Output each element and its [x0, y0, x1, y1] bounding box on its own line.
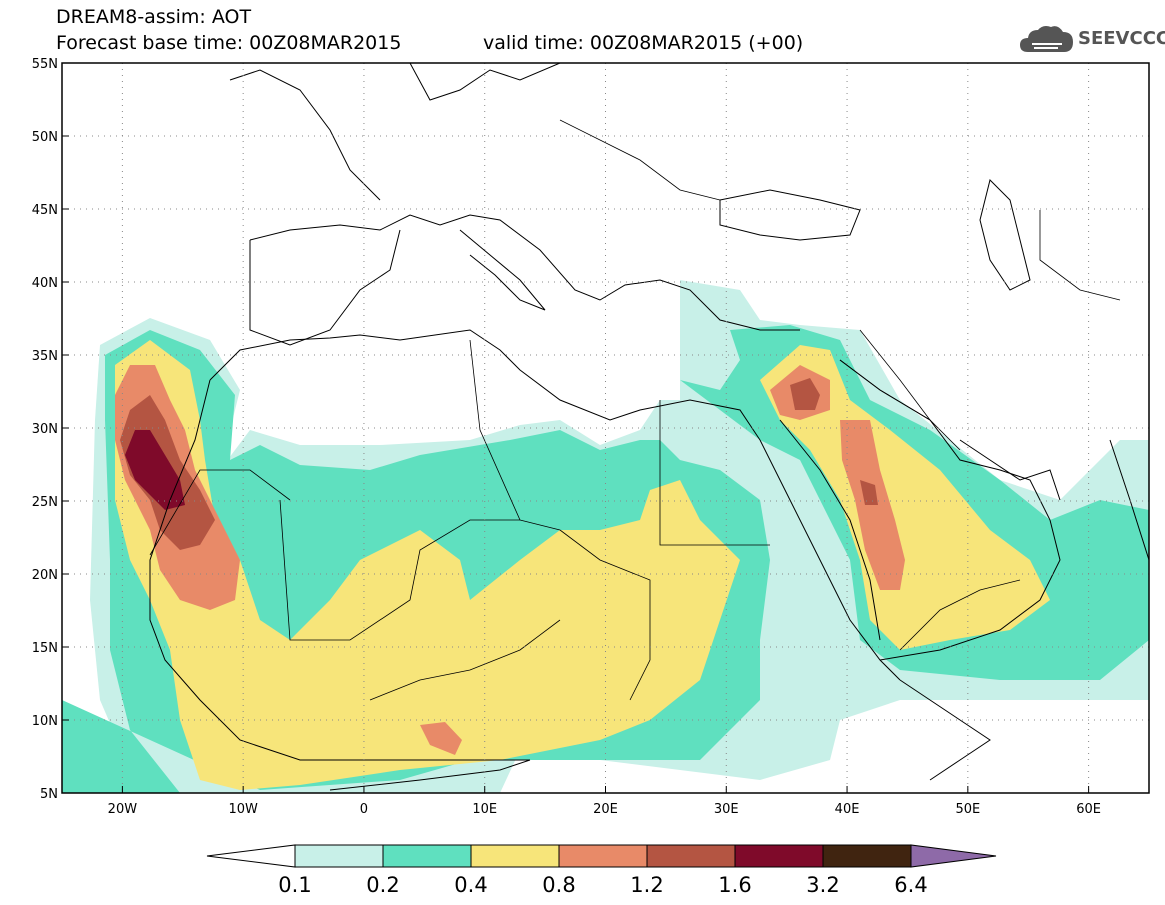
lat-ticks: 55N 50N 45N 40N 35N 30N 25N 20N 15N 10N 5N — [32, 57, 69, 802]
coastline-northwest-europe — [229, 69, 381, 201]
border-mali-mauritania — [279, 499, 561, 641]
coastline-scandinavia — [409, 63, 561, 101]
colorbar-swatch — [558, 844, 648, 868]
border-algeria-libya — [469, 339, 521, 521]
colorbar — [206, 844, 997, 868]
lon-tick-label: 0 — [360, 802, 368, 817]
border-kazakhstan — [1039, 210, 1121, 301]
colorbar-swatch — [734, 844, 824, 868]
lon-tick-label: 30E — [714, 802, 739, 817]
colorbar-level-label: 1.6 — [718, 873, 752, 897]
colorbar-swatch — [382, 844, 472, 868]
aot-contours — [62, 280, 1149, 793]
logo-text: SEEVCCC — [1078, 28, 1165, 49]
lat-tick-label: 20N — [32, 568, 58, 583]
coastline-north-africa — [209, 329, 761, 441]
colorbar-under-triangle — [206, 844, 296, 868]
colorbar-level-label: 1.2 — [630, 873, 664, 897]
colorbar-swatch — [646, 844, 736, 868]
border-saudi-jordan — [839, 359, 961, 451]
borders — [149, 119, 1121, 701]
coastline-black-sea — [719, 189, 861, 241]
aot-band-1.2 — [120, 378, 878, 550]
colorbar-level-label: 0.8 — [542, 873, 576, 897]
lon-tick-label: 40E — [835, 802, 860, 817]
lon-tick-label: 60E — [1076, 802, 1101, 817]
aot-band-0.8 — [115, 365, 905, 755]
map-title: DREAM8-assim: AOT — [56, 6, 252, 28]
lon-tick-label: 10W — [228, 802, 258, 817]
colorbar-swatch — [470, 844, 560, 868]
border-niger-nigeria — [369, 619, 561, 701]
coastline-red-sea — [759, 419, 901, 681]
lat-tick-label: 55N — [32, 57, 58, 72]
lat-tick-label: 25N — [32, 495, 58, 510]
colorbar-over-triangle — [910, 844, 997, 868]
lat-tick-label: 30N — [32, 422, 58, 437]
border-iran-iraq — [859, 329, 931, 421]
lat-tick-label: 40N — [32, 276, 58, 291]
border-sahara-west — [149, 469, 291, 556]
border-europe-east — [559, 119, 721, 201]
coastline-iberia — [249, 229, 401, 346]
coastline-europe — [249, 214, 800, 331]
colorbar-level-label: 3.2 — [806, 873, 840, 897]
forecast-base-time: Forecast base time: 00Z08MAR2015 — [56, 32, 402, 54]
coastline-west-africa — [149, 379, 530, 761]
lon-tick-label: 10E — [472, 802, 497, 817]
lon-ticks: 20W 10W 0 10E 20E 30E 40E 50E 60E — [108, 786, 1101, 817]
border-yemen-saudi — [899, 579, 1021, 651]
lat-tick-label: 10N — [32, 714, 58, 729]
lat-tick-label: 45N — [32, 203, 58, 218]
colorbar-swatch — [294, 844, 384, 868]
colorbar-level-label: 6.4 — [894, 873, 928, 897]
lon-tick-label: 20E — [593, 802, 618, 817]
colorbar-level-label: 0.4 — [454, 873, 488, 897]
coastline-gulf-of-guinea — [329, 759, 531, 791]
coastline-india — [1109, 439, 1149, 561]
coastlines — [149, 63, 1149, 791]
coastline-caspian — [979, 179, 1031, 291]
colorbar-level-label: 0.2 — [366, 873, 400, 897]
coastline-italy — [459, 229, 546, 311]
lat-tick-label: 15N — [32, 641, 58, 656]
aot-band-0.4 — [115, 340, 1050, 790]
colorbar-level-label: 0.1 — [278, 873, 312, 897]
lat-tick-label: 50N — [32, 130, 58, 145]
valid-time: valid time: 00Z08MAR2015 (+00) — [483, 32, 804, 54]
aot-band-1.6 — [125, 430, 185, 510]
seevccc-logo: SEEVCCC — [1018, 22, 1165, 56]
coastline-persian-gulf — [959, 439, 1061, 501]
lon-tick-label: 20W — [108, 802, 138, 817]
lat-tick-label: 35N — [32, 349, 58, 364]
lon-tick-label: 50E — [955, 802, 980, 817]
coastline-horn-africa — [899, 679, 991, 781]
border-chad-sudan — [559, 529, 651, 701]
colorbar-swatch — [822, 844, 912, 868]
cloud-icon — [1020, 26, 1073, 52]
lat-tick-label: 5N — [40, 787, 58, 802]
border-libya-egypt — [659, 400, 770, 546]
